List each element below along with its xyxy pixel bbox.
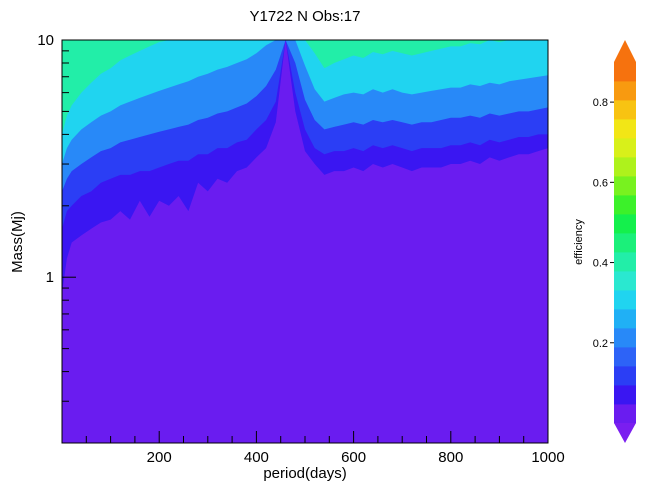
colorbar-segment <box>614 62 636 82</box>
y-axis-label: Mass(Mj) <box>9 211 26 273</box>
colorbar-tick-label: 0.4 <box>593 258 608 270</box>
y-tick-label: 1 <box>46 269 54 286</box>
colorbar-segment <box>614 81 636 101</box>
colorbar-segment <box>614 233 636 253</box>
chart-title: Y1722 N Obs:17 <box>250 8 361 25</box>
y-axis: 1 10 <box>37 32 76 444</box>
colorbar: 0.2 0.4 0.6 0.8 <box>593 40 636 443</box>
colorbar-tick-label: 0.2 <box>593 338 608 350</box>
colorbar-segment <box>614 100 636 120</box>
colorbar-segment <box>614 347 636 367</box>
x-tick-label: 800 <box>438 449 463 466</box>
x-tick-label: 1000 <box>531 449 564 466</box>
colorbar-segment <box>614 138 636 158</box>
x-axis: 200 400 600 800 1000 <box>85 431 565 466</box>
colorbar-segment <box>614 119 636 139</box>
colorbar-tick-label: 0.8 <box>593 97 608 109</box>
plot-area <box>62 40 548 443</box>
x-tick-label: 600 <box>341 449 366 466</box>
y-tick-label: 10 <box>37 32 54 49</box>
colorbar-segment <box>614 309 636 329</box>
colorbar-segment <box>614 252 636 272</box>
colorbar-segment <box>614 290 636 310</box>
colorbar-segment <box>614 176 636 196</box>
colorbar-segment <box>614 366 636 386</box>
colorbar-min-arrow <box>614 423 636 443</box>
colorbar-segment <box>614 157 636 177</box>
colorbar-segment <box>614 214 636 234</box>
colorbar-segment <box>614 271 636 291</box>
colorbar-segment <box>614 195 636 215</box>
colorbar-tick-label: 0.6 <box>593 177 608 189</box>
contour-band-4 <box>62 40 548 135</box>
colorbar-segment <box>614 385 636 405</box>
colorbar-max-arrow <box>614 40 636 62</box>
colorbar-segment <box>614 328 636 348</box>
x-axis-label: period(days) <box>263 465 346 482</box>
x-tick-label: 400 <box>244 449 269 466</box>
contour-band-3 <box>62 40 548 164</box>
contour-fill-layer <box>62 40 548 294</box>
colorbar-label: efficiency <box>573 219 585 265</box>
colorbar-segment <box>614 404 636 424</box>
x-tick-label: 200 <box>147 449 172 466</box>
